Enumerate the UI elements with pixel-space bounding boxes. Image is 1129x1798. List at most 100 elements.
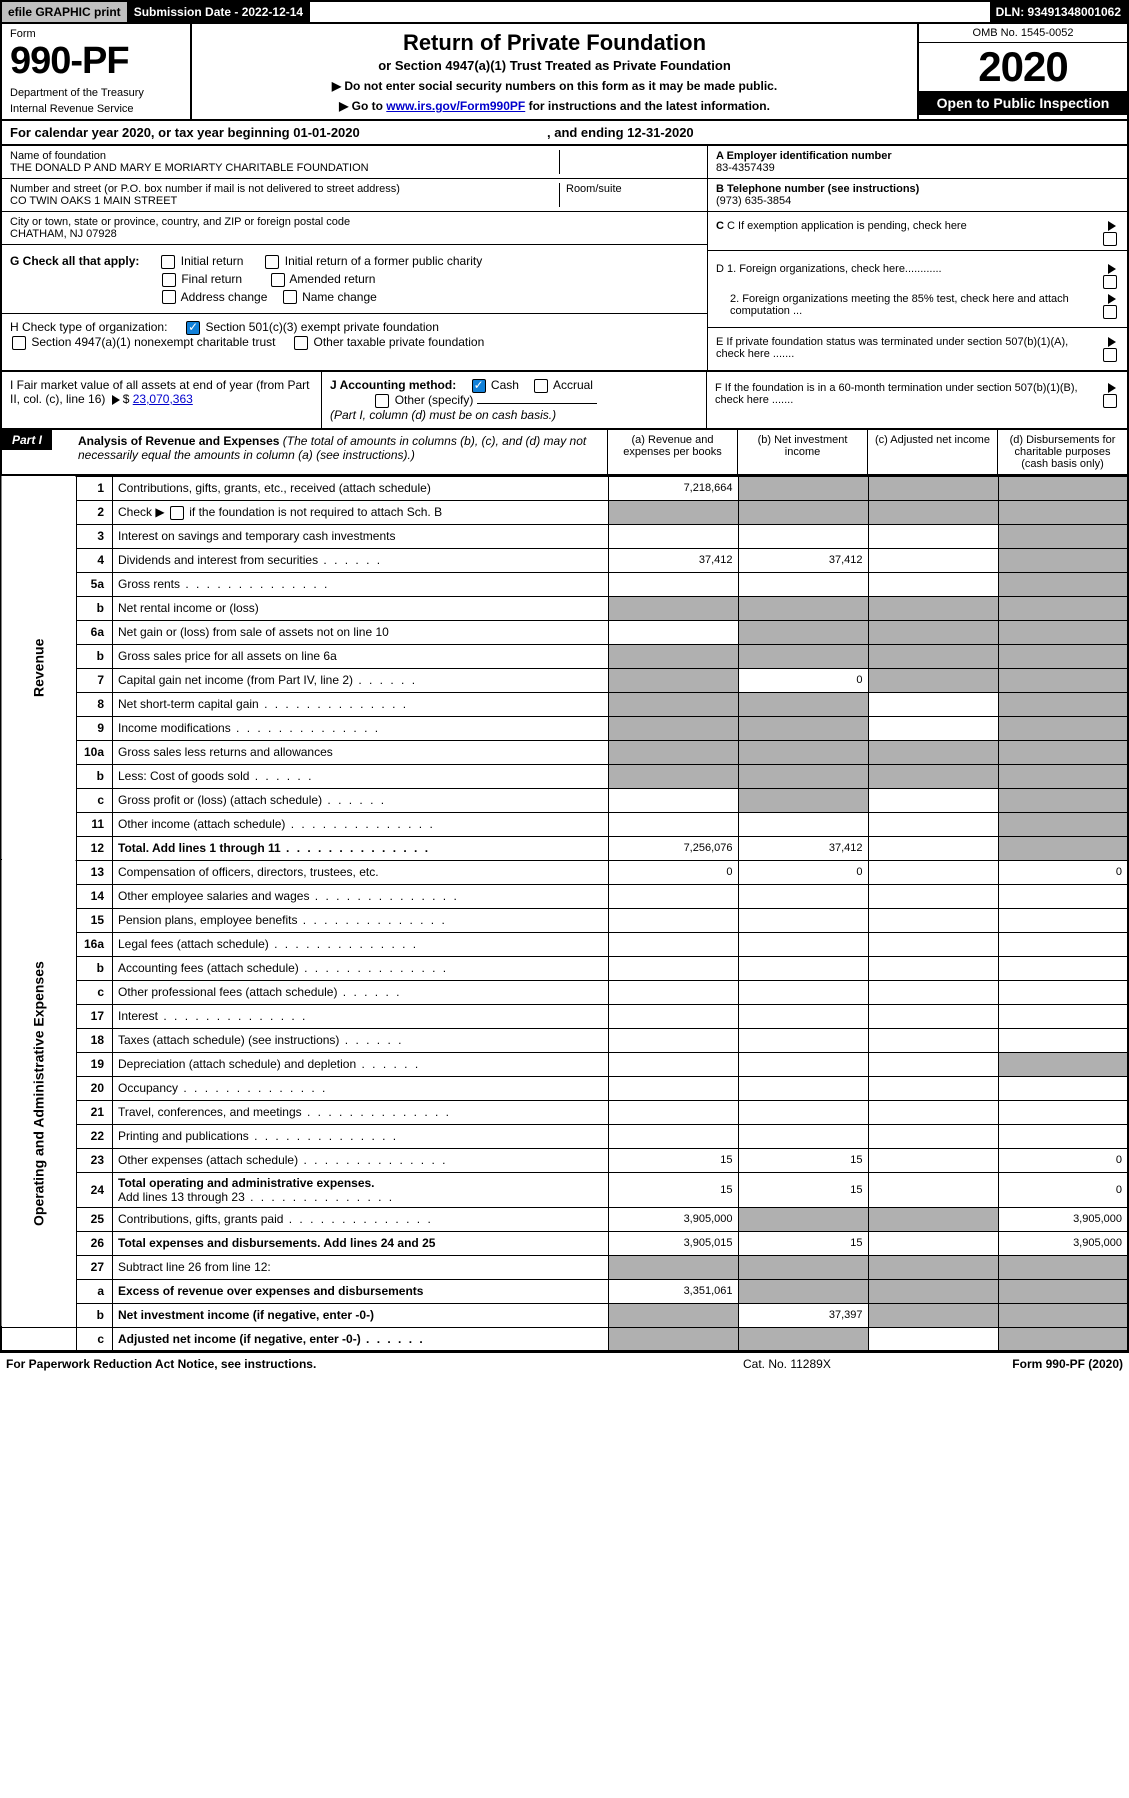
- tax-year-begin: 01-01-2020: [293, 125, 360, 140]
- col-c-header: (c) Adjusted net income: [867, 430, 997, 474]
- room-suite-label: Room/suite: [566, 183, 699, 195]
- line-26: 26Total expenses and disbursements. Add …: [1, 1231, 1128, 1255]
- line-12-col-b: 37,412: [738, 836, 868, 860]
- top-bar: efile GRAPHIC print Submission Date - 20…: [0, 0, 1129, 24]
- name-change-checkbox[interactable]: [283, 290, 297, 304]
- col-a-header: (a) Revenue and expenses per books: [607, 430, 737, 474]
- tax-year: 2020: [919, 43, 1127, 91]
- j-note: (Part I, column (d) must be on cash basi…: [330, 408, 556, 422]
- line-24: 24 Total operating and administrative ex…: [1, 1172, 1128, 1207]
- line-4: 4Dividends and interest from securities …: [1, 548, 1128, 572]
- form-header: Form 990-PF Department of the Treasury I…: [0, 24, 1129, 121]
- arrow-icon: [1108, 264, 1116, 274]
- cash-label: Cash: [491, 378, 519, 392]
- other-taxable-checkbox[interactable]: [294, 336, 308, 350]
- part1-header-row: Part I Analysis of Revenue and Expenses …: [0, 430, 1129, 476]
- part1-table: Revenue 1 Contributions, gifts, grants, …: [0, 476, 1129, 1353]
- arrow-icon: [1108, 221, 1116, 231]
- address-change-checkbox[interactable]: [162, 290, 176, 304]
- line-15: 15Pension plans, employee benefits: [1, 908, 1128, 932]
- d1-checkbox[interactable]: [1103, 275, 1117, 289]
- fmv-value-link[interactable]: 23,070,363: [133, 392, 193, 406]
- paperwork-notice: For Paperwork Reduction Act Notice, see …: [6, 1357, 743, 1371]
- e-label: E If private foundation status was termi…: [716, 336, 1095, 362]
- efile-print-label[interactable]: efile GRAPHIC print: [2, 2, 128, 22]
- col-d-header: (d) Disbursements for charitable purpose…: [997, 430, 1127, 474]
- calendar-year-row: For calendar year 2020, or tax year begi…: [0, 121, 1129, 146]
- initial-return-label: Initial return: [181, 254, 244, 268]
- part1-badge: Part I: [2, 430, 52, 450]
- open-to-public-badge: Open to Public Inspection: [919, 91, 1127, 115]
- amended-return-checkbox[interactable]: [271, 273, 285, 287]
- line-16c: cOther professional fees (attach schedul…: [1, 980, 1128, 1004]
- final-return-label: Final return: [181, 272, 242, 286]
- form-subtitle: or Section 4947(a)(1) Trust Treated as P…: [202, 58, 907, 73]
- f-checkbox[interactable]: [1103, 394, 1117, 408]
- accrual-label: Accrual: [553, 378, 593, 392]
- opadmin-section-label: Operating and Administrative Expenses: [1, 860, 77, 1327]
- final-return-checkbox[interactable]: [162, 273, 176, 287]
- goto-prefix: ▶ Go to: [339, 99, 386, 113]
- line-3: 3Interest on savings and temporary cash …: [1, 524, 1128, 548]
- d2-label: 2. Foreign organizations meeting the 85%…: [716, 293, 1095, 319]
- h-check-area: H Check type of organization: Section 50…: [2, 314, 707, 356]
- line-10c: cGross profit or (loss) (attach schedule…: [1, 788, 1128, 812]
- line-9: 9Income modifications: [1, 716, 1128, 740]
- c-checkbox[interactable]: [1103, 232, 1117, 246]
- entity-block: Name of foundation THE DONALD P AND MARY…: [0, 146, 1129, 372]
- line-27b: bNet investment income (if negative, ent…: [1, 1303, 1128, 1327]
- line-4-col-b: 37,412: [738, 548, 868, 572]
- arrow-icon: [1108, 383, 1116, 393]
- cash-checkbox[interactable]: [472, 379, 486, 393]
- 4947-checkbox[interactable]: [12, 336, 26, 350]
- omb-number: OMB No. 1545-0052: [919, 24, 1127, 43]
- form990pf-link[interactable]: www.irs.gov/Form990PF: [386, 99, 525, 113]
- line-11: 11Other income (attach schedule): [1, 812, 1128, 836]
- col-b-header: (b) Net investment income: [737, 430, 867, 474]
- goto-suffix: for instructions and the latest informat…: [529, 99, 770, 113]
- 501c3-checkbox[interactable]: [186, 321, 200, 335]
- name-change-label: Name change: [302, 290, 377, 304]
- schb-checkbox[interactable]: [170, 506, 184, 520]
- arrow-icon: [112, 395, 120, 405]
- line-18: 18Taxes (attach schedule) (see instructi…: [1, 1028, 1128, 1052]
- d2-checkbox[interactable]: [1103, 305, 1117, 319]
- line-4-col-a: 37,412: [608, 548, 738, 572]
- line-12-col-a: 7,256,076: [608, 836, 738, 860]
- submission-date: Submission Date - 2022-12-14: [128, 2, 310, 22]
- revenue-section-label: Revenue: [1, 476, 77, 860]
- form-title: Return of Private Foundation: [202, 30, 907, 56]
- line-27: 27Subtract line 26 from line 12:: [1, 1255, 1128, 1279]
- line-13: Operating and Administrative Expenses 13…: [1, 860, 1128, 884]
- other-taxable-label: Other taxable private foundation: [314, 335, 485, 349]
- f-label: F If the foundation is in a 60-month ter…: [715, 382, 1095, 408]
- initial-return-checkbox[interactable]: [161, 255, 175, 269]
- tax-year-end: 12-31-2020: [627, 125, 694, 140]
- telephone-value: (973) 635-3854: [716, 195, 1119, 207]
- line-16b: bAccounting fees (attach schedule): [1, 956, 1128, 980]
- j-accounting-label: J Accounting method:: [330, 378, 456, 392]
- foundation-name: THE DONALD P AND MARY E MORIARTY CHARITA…: [10, 162, 559, 174]
- 501c3-label: Section 501(c)(3) exempt private foundat…: [205, 320, 438, 334]
- initial-former-checkbox[interactable]: [265, 255, 279, 269]
- page-footer: For Paperwork Reduction Act Notice, see …: [0, 1352, 1129, 1375]
- accrual-checkbox[interactable]: [534, 379, 548, 393]
- line-6b: bGross sales price for all assets on lin…: [1, 644, 1128, 668]
- city-label: City or town, state or province, country…: [10, 216, 699, 228]
- line-5b: bNet rental income or (loss): [1, 596, 1128, 620]
- address-change-label: Address change: [181, 290, 268, 304]
- line-10a: 10aGross sales less returns and allowanc…: [1, 740, 1128, 764]
- line-14: 14Other employee salaries and wages: [1, 884, 1128, 908]
- g-label: G Check all that apply:: [10, 254, 139, 268]
- line-27c: cAdjusted net income (if negative, enter…: [1, 1327, 1128, 1351]
- ein-label: A Employer identification number: [716, 150, 1119, 162]
- catalog-number: Cat. No. 11289X: [743, 1357, 963, 1371]
- c-exemption-label: C C If exemption application is pending,…: [716, 220, 1095, 246]
- line-17: 17Interest: [1, 1004, 1128, 1028]
- line-8: 8Net short-term capital gain: [1, 692, 1128, 716]
- other-method-checkbox[interactable]: [375, 394, 389, 408]
- line-12: 12Total. Add lines 1 through 11 7,256,07…: [1, 836, 1128, 860]
- line-1-desc: Contributions, gifts, grants, etc., rece…: [113, 476, 609, 500]
- e-checkbox[interactable]: [1103, 348, 1117, 362]
- initial-former-label: Initial return of a former public charit…: [285, 254, 482, 268]
